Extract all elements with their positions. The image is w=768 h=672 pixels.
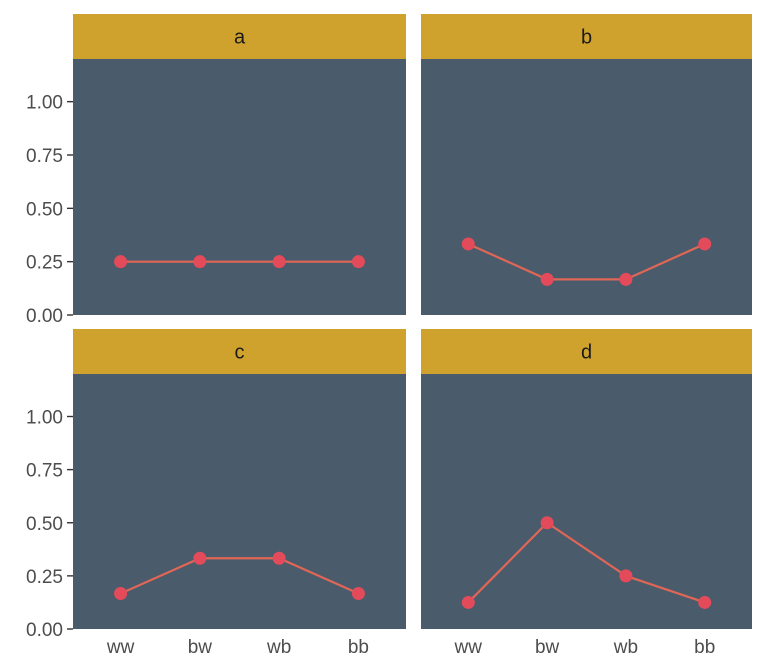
panel-background [73,374,406,629]
facet-strip-label: c [235,342,245,364]
y-tick-label: 0.50 [26,514,63,535]
y-tick-label: 0.75 [26,146,63,167]
panel-b: b [421,14,752,315]
x-tick-label: bb [694,637,715,658]
data-point [461,237,475,251]
y-tick-label: 0.75 [26,461,63,482]
y-tick-label: 1.00 [26,408,63,429]
series-line [120,557,359,595]
y-tick-label: 0.00 [26,620,63,641]
data-point [698,595,712,609]
panel-d: d ww bw wb bb [421,329,752,658]
x-tick-label: ww [106,637,135,658]
facet-strip [421,14,752,59]
data-point [461,595,475,609]
data-point [351,587,365,601]
x-tick-label: ww [454,637,483,658]
data-point [540,272,554,286]
data-point [272,255,286,269]
panel-background [73,59,406,315]
series-line [467,521,706,604]
y-tick-label: 0.25 [26,567,63,588]
facet-strip-label: b [581,27,592,49]
x-tick-label: bw [188,637,213,658]
y-tick-label: 0.25 [26,253,63,274]
data-point [272,551,286,565]
y-tick-label: 1.00 [26,93,63,114]
facet-strip-label: a [234,27,246,49]
data-point [619,569,633,583]
x-tick-label: bw [535,637,560,658]
panel-a: a 0.00 0.25 0.50 0.75 1.00 [26,14,406,327]
data-point [351,255,365,269]
series-line [467,242,706,281]
facet-strip-label: d [581,342,592,364]
x-tick-label: wb [613,637,638,658]
data-point [698,237,712,251]
x-tick-label: wb [266,637,291,658]
panel-background [421,374,752,629]
data-point [619,272,633,286]
panel-c: c 0.00 0.25 0.50 0.75 1.00 ww bw wb bb [26,329,406,658]
facet-strip [421,329,752,374]
data-point [114,255,128,269]
data-point [193,255,207,269]
facet-strip [73,329,406,374]
facet-strip [73,14,406,59]
y-tick-label: 0.00 [26,306,63,327]
data-point [193,551,207,565]
data-point [540,516,554,530]
y-tick-label: 0.50 [26,199,63,220]
panel-background [421,59,752,315]
x-tick-label: bb [348,637,369,658]
data-point [114,587,128,601]
